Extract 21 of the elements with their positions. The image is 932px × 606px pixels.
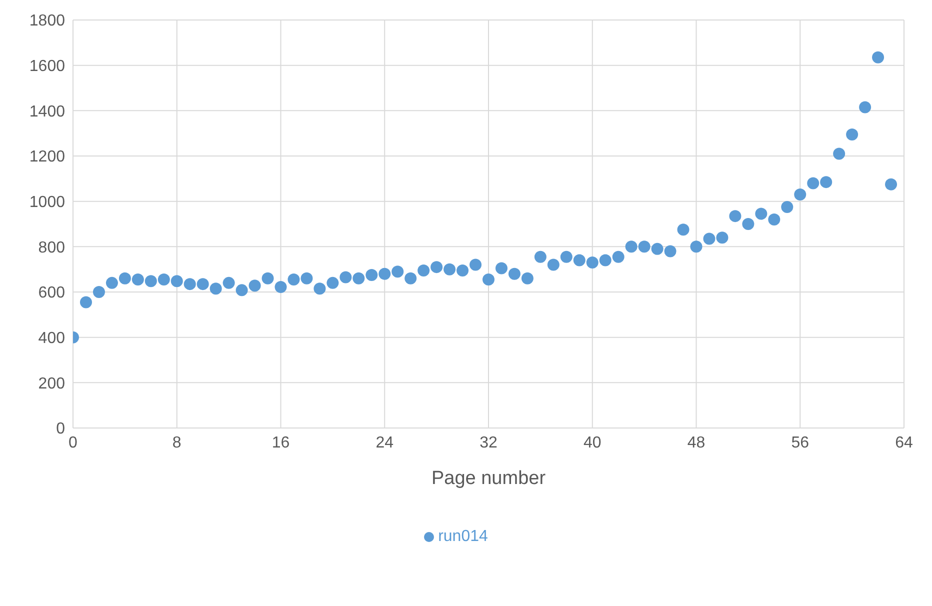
x-tick-label: 32 [480, 434, 498, 452]
y-tick-label: 400 [38, 330, 66, 348]
y-tick-label: 600 [38, 284, 66, 302]
x-tick-label: 8 [172, 434, 182, 452]
x-tick-label: 56 [791, 434, 810, 452]
y-tick-label: 1000 [29, 194, 66, 212]
y-tick-label: 200 [38, 375, 66, 392]
x-tick-label: 48 [687, 434, 706, 452]
legend-label: run014 [438, 528, 488, 545]
x-axis-title: Page number [431, 468, 546, 489]
x-tick-label: 24 [376, 434, 394, 452]
y-tick-label: 0 [56, 420, 66, 438]
y-tick-label: 800 [38, 239, 66, 256]
y-tick-label: 1800 [29, 12, 66, 30]
x-tick-label: 16 [272, 434, 290, 452]
y-tick-label: 1200 [29, 148, 66, 166]
x-tick-label: 64 [895, 434, 913, 452]
x-tick-label: 0 [68, 434, 78, 452]
x-tick-label: 40 [583, 434, 602, 452]
y-tick-label: 1400 [29, 103, 66, 120]
y-tick-label: 1600 [29, 58, 66, 76]
